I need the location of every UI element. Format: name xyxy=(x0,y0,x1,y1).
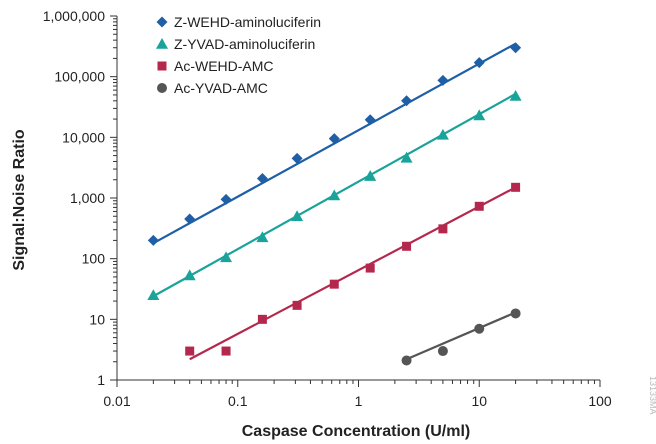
point-ac-wehd-amc xyxy=(402,241,412,251)
point-ac-wehd-amc xyxy=(185,346,195,356)
point-z-yvad-aminoluciferin xyxy=(291,210,304,222)
x-tick-label: 0.1 xyxy=(228,393,248,409)
point-ac-wehd-amc xyxy=(511,182,521,192)
point-z-yvad-aminoluciferin xyxy=(220,251,233,263)
point-z-yvad-aminoluciferin xyxy=(473,109,486,121)
point-ac-wehd-amc xyxy=(438,224,448,234)
x-tick-label: 1 xyxy=(355,393,363,409)
y-tick-label: 10,000 xyxy=(62,129,105,145)
legend: Z-WEHD-aminoluciferin Z-YVAD-aminolucifer… xyxy=(156,14,321,96)
y-tick-label: 100 xyxy=(82,251,106,267)
point-ac-yvad-amc xyxy=(510,308,521,319)
fit-line-ac-yvad-amc xyxy=(406,311,517,361)
legend-marker-ac-yvad-amc xyxy=(157,83,167,93)
point-z-yvad-aminoluciferin xyxy=(183,269,196,281)
point-z-wehd-aminoluciferin xyxy=(510,42,522,54)
legend-label-ac-wehd-amc: Ac-WEHD-AMC xyxy=(174,58,274,74)
point-z-wehd-aminoluciferin xyxy=(437,74,449,86)
point-ac-wehd-amc xyxy=(257,314,267,324)
point-ac-yvad-amc xyxy=(437,346,448,357)
y-tick-label: 10 xyxy=(89,311,105,327)
point-z-yvad-aminoluciferin xyxy=(147,289,160,300)
y-tick-label: 1 xyxy=(97,372,105,388)
point-z-wehd-aminoluciferin xyxy=(291,152,303,164)
point-z-yvad-aminoluciferin xyxy=(256,231,269,243)
point-z-wehd-aminoluciferin xyxy=(364,114,376,126)
legend-label-ac-yvad-amc: Ac-YVAD-AMC xyxy=(174,80,268,96)
point-z-wehd-aminoluciferin xyxy=(184,213,196,225)
point-z-yvad-aminoluciferin xyxy=(509,90,522,101)
point-z-yvad-aminoluciferin xyxy=(328,189,341,201)
y-axis-ticks: 1 10 100 1,000 10,000 100,000 1,000,000 xyxy=(43,8,117,388)
data-points xyxy=(147,42,522,366)
point-ac-wehd-amc xyxy=(292,300,302,310)
y-tick-label: 1,000,000 xyxy=(43,8,105,24)
figure-code: 13133MA xyxy=(648,376,656,415)
legend-marker-z-yvad-aminoluciferin xyxy=(156,38,168,49)
point-z-yvad-aminoluciferin xyxy=(364,170,377,181)
point-z-wehd-aminoluciferin xyxy=(328,133,340,145)
point-z-wehd-aminoluciferin xyxy=(473,57,485,69)
point-z-yvad-aminoluciferin xyxy=(436,128,449,140)
legend-label-z-yvad-aminoluciferin: Z-YVAD-aminoluciferin xyxy=(174,36,315,52)
point-ac-wehd-amc xyxy=(329,279,339,289)
point-z-wehd-aminoluciferin xyxy=(401,95,413,107)
point-ac-yvad-amc xyxy=(474,323,485,334)
point-z-yvad-aminoluciferin xyxy=(400,151,413,163)
x-tick-label: 0.01 xyxy=(103,393,130,409)
point-ac-wehd-amc xyxy=(221,346,231,356)
fit-line-ac-wehd-amc xyxy=(189,186,517,361)
y-tick-label: 100,000 xyxy=(54,69,105,85)
legend-marker-z-wehd-aminoluciferin xyxy=(156,16,168,28)
point-ac-wehd-amc xyxy=(365,263,375,273)
legend-label-z-wehd-aminoluciferin: Z-WEHD-aminoluciferin xyxy=(174,14,321,30)
x-tick-label: 10 xyxy=(471,393,487,409)
x-tick-label: 100 xyxy=(588,393,612,409)
point-z-wehd-aminoluciferin xyxy=(147,234,159,246)
point-ac-yvad-amc xyxy=(401,355,412,366)
x-axis-title: Caspase Concentration (U/ml) xyxy=(242,423,470,440)
y-axis-title: Signal:Noise Ratio xyxy=(11,129,28,271)
y-tick-label: 1,000 xyxy=(70,190,105,206)
point-z-wehd-aminoluciferin xyxy=(220,193,232,205)
x-axis-ticks: 0.01 0.1 1 10 100 xyxy=(103,380,612,409)
legend-marker-ac-wehd-amc xyxy=(157,61,167,71)
point-z-wehd-aminoluciferin xyxy=(256,172,268,184)
point-ac-wehd-amc xyxy=(474,201,484,211)
